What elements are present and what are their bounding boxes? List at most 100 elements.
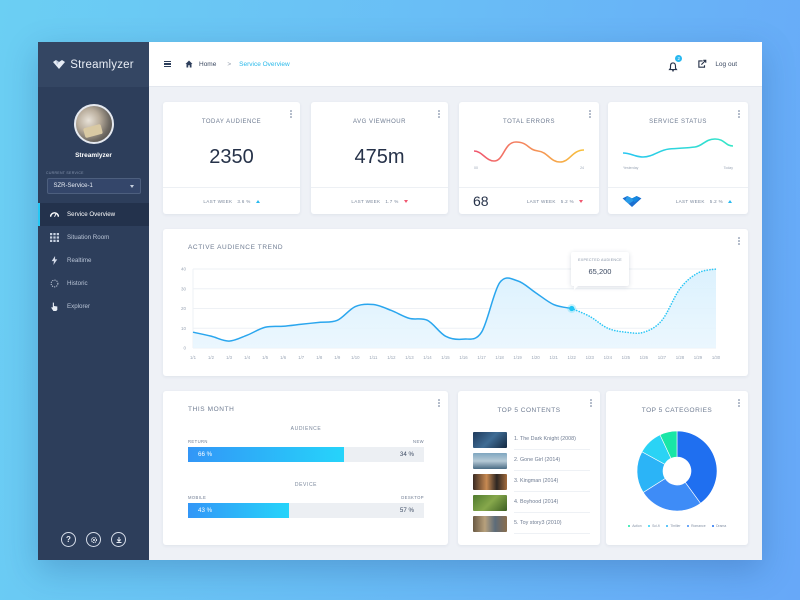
sidebar-nav: Service Overview Situation Room Realtime… [38,203,149,318]
breadcrumb-home[interactable]: Home [185,60,216,68]
sidebar-item-explorer[interactable]: Explorer [38,295,149,318]
poster-thumbnail [473,431,507,448]
errors-sparkline [474,141,584,163]
hamburger-menu-icon[interactable] [164,60,171,68]
more-options-icon[interactable] [290,110,292,118]
svg-text:1/20: 1/20 [531,355,540,360]
brand-name: Streamlyzer [70,58,134,71]
svg-text:40: 40 [181,267,187,272]
help-button[interactable]: ? [61,532,76,547]
svg-text:1/15: 1/15 [441,355,450,360]
right-value: 57 % [399,507,414,514]
service-select[interactable]: SZR-Service-1 [46,178,141,194]
main-content: Home > Service Overview 2 Log out TODAY … [149,42,762,560]
sidebar-item-label: Historic [67,280,88,287]
more-options-icon[interactable] [438,399,440,407]
legend-label: Action [632,524,642,528]
home-icon [185,60,193,68]
content-title: 3. Kingman (2014) [514,471,590,492]
sidebar-item-realtime[interactable]: Realtime [38,249,149,272]
kpi-footer: LAST WEEK 3.6 % [163,187,300,214]
legend-dot [711,524,715,528]
heart-logo-icon [53,60,66,69]
more-options-icon[interactable] [590,399,592,407]
help-icon: ? [66,535,71,544]
list-item[interactable]: 3. Kingman (2014) [473,471,590,492]
list-item[interactable]: 5. Toy story3 (2010) [473,513,590,534]
svg-text:1/10: 1/10 [351,355,360,360]
sidebar-item-service-overview[interactable]: Service Overview [38,203,149,226]
sidebar-item-label: Explorer [67,303,91,310]
svg-text:1/9: 1/9 [334,355,341,360]
sidebar: Streamlyzer Streamlyzer CURRENT SERVICE … [38,42,149,560]
legend-item-action: Action [627,524,642,528]
audience-progress-bar: 66 % 34 % [188,447,424,462]
sidebar-item-situation-room[interactable]: Situation Room [38,226,149,249]
tooltip-value: 65,200 [588,267,612,276]
right-label: NEW [413,439,424,444]
list-item[interactable]: 2. Gone Girl (2014) [473,450,590,471]
list-item[interactable]: 1. The Dark Knight (2008) [473,429,590,450]
bar-labels: RETURN NEW [188,439,424,444]
svg-text:1/14: 1/14 [423,355,432,360]
avg-viewhour-card: AVG VIEWHOUR 475m LAST WEEK 1.7 % [311,102,448,214]
content-title: 5. Toy story3 (2010) [514,513,590,534]
more-options-icon[interactable] [589,110,591,118]
card-title: TODAY AUDIENCE [201,119,262,125]
audience-trend-chart[interactable]: 0 10 20 30 40 1/1 1/2 1/3 1/4 1/5 1/6 1/7 1/8 1/9 1/10… [163,229,748,376]
device-progress-bar: 43 % 57 % [188,503,424,518]
svg-text:1/19: 1/19 [513,355,522,360]
trend-down-icon [403,199,408,203]
legend-dot [686,524,690,528]
card-title: ACTIVE AUDIENCE TREND [188,244,284,251]
axis-end-label: Today [723,166,733,170]
svg-text:1/25: 1/25 [622,355,631,360]
card-title: THIS MONTH [188,406,235,413]
legend-label: Thriller [670,524,681,528]
logout-button[interactable]: Log out [715,60,737,68]
more-options-icon[interactable] [738,237,740,245]
kpi-change: LAST WEEK 5.2 % [527,199,583,204]
more-options-icon[interactable] [738,399,740,407]
card-title: AVG VIEWHOUR [353,119,406,125]
avatar[interactable] [73,104,114,144]
profile-name: Streamlyzer [75,152,112,159]
legend-item-romance: Romance [686,524,706,528]
legend-label: Sci-fi [652,524,660,528]
svg-text:1/24: 1/24 [604,355,613,360]
service-status-card: SERVICE STATUS Yesterday Today LAST WEEK… [608,102,748,214]
left-label: MOBILE [188,495,207,500]
errors-axis: 00 24 [474,166,584,170]
svg-text:1/21: 1/21 [550,355,559,360]
comparison-label: LAST WEEK [351,198,381,204]
svg-text:1/27: 1/27 [658,355,667,360]
axis-start-label: Yesterday [623,166,639,170]
svg-text:1/3: 1/3 [226,355,233,360]
svg-text:1/8: 1/8 [316,355,323,360]
settings-icon [90,536,97,543]
legend-dot [647,524,651,528]
brand[interactable]: Streamlyzer [38,42,149,87]
logout-icon[interactable] [697,59,707,69]
legend-dot [665,524,669,528]
svg-text:1/18: 1/18 [495,355,504,360]
download-button[interactable] [111,532,126,547]
svg-text:1/6: 1/6 [280,355,287,360]
more-options-icon[interactable] [738,110,740,118]
bell-icon [668,62,678,72]
svg-text:1/12: 1/12 [387,355,396,360]
sidebar-item-label: Realtime [67,257,92,264]
current-service-label: CURRENT SERVICE [46,171,84,175]
kpi-footer: 68 LAST WEEK 5.2 % [459,187,599,214]
settings-button[interactable] [86,532,101,547]
categories-donut-chart[interactable] [635,429,719,513]
sidebar-item-historic[interactable]: Historic [38,272,149,295]
list-item[interactable]: 4. Boyhood (2014) [473,492,590,513]
svg-text:1/23: 1/23 [586,355,595,360]
topbar-actions: 2 Log out [668,55,747,72]
more-options-icon[interactable] [438,110,440,118]
notifications-button[interactable]: 2 [668,55,683,72]
sidebar-footer: ? [38,532,149,547]
svg-text:1/2: 1/2 [208,355,215,360]
svg-text:1/16: 1/16 [459,355,468,360]
